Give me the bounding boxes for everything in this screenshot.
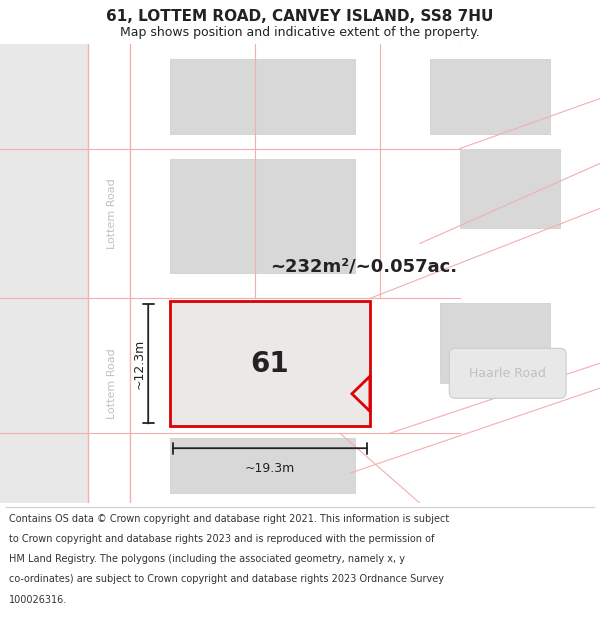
Text: Haarle Road: Haarle Road bbox=[469, 367, 546, 380]
Text: Map shows position and indicative extent of the property.: Map shows position and indicative extent… bbox=[120, 26, 480, 39]
Bar bbox=[170, 438, 355, 493]
Text: ~232m²/~0.057ac.: ~232m²/~0.057ac. bbox=[270, 258, 457, 276]
Bar bbox=[88, 44, 130, 503]
Bar bbox=[1, 44, 88, 503]
Text: ~19.3m: ~19.3m bbox=[245, 462, 295, 475]
Text: Lottem Road: Lottem Road bbox=[107, 348, 117, 419]
Bar bbox=[170, 159, 355, 274]
Bar bbox=[430, 59, 550, 134]
Text: HM Land Registry. The polygons (including the associated geometry, namely x, y: HM Land Registry. The polygons (includin… bbox=[9, 554, 405, 564]
Bar bbox=[170, 301, 370, 426]
Text: Lottem Road: Lottem Road bbox=[107, 178, 117, 249]
Text: to Crown copyright and database rights 2023 and is reproduced with the permissio: to Crown copyright and database rights 2… bbox=[9, 534, 434, 544]
Polygon shape bbox=[352, 376, 370, 411]
Bar bbox=[170, 59, 355, 134]
FancyBboxPatch shape bbox=[449, 348, 566, 398]
Text: 61: 61 bbox=[251, 350, 289, 378]
Text: Contains OS data © Crown copyright and database right 2021. This information is : Contains OS data © Crown copyright and d… bbox=[9, 514, 449, 524]
Text: ~12.3m: ~12.3m bbox=[132, 339, 145, 389]
Text: 100026316.: 100026316. bbox=[9, 594, 67, 604]
Bar bbox=[440, 303, 550, 383]
Text: 61, LOTTEM ROAD, CANVEY ISLAND, SS8 7HU: 61, LOTTEM ROAD, CANVEY ISLAND, SS8 7HU bbox=[106, 9, 494, 24]
Bar bbox=[460, 149, 560, 229]
Text: co-ordinates) are subject to Crown copyright and database rights 2023 Ordnance S: co-ordinates) are subject to Crown copyr… bbox=[9, 574, 444, 584]
